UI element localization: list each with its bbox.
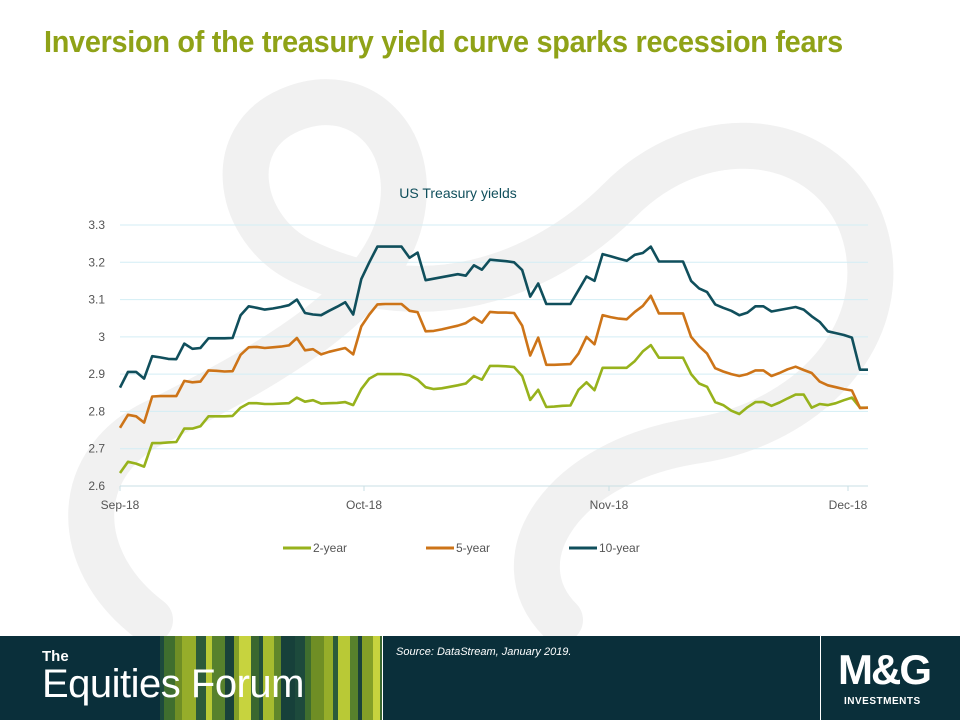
x-tick-label: Nov-18 — [590, 498, 629, 512]
series-lines — [118, 245, 869, 474]
stripe — [311, 636, 324, 720]
x-axis-tick-labels: Sep-18 Oct-18 Nov-18 Dec-18 — [101, 498, 868, 512]
background-watermark — [68, 79, 894, 636]
series-line-5-year — [118, 294, 869, 429]
mg-logo-subtitle: INVESTMENTS — [844, 696, 921, 707]
stripe — [182, 636, 196, 720]
stripe — [175, 636, 182, 720]
legend: 2-year 5-year 10-year — [283, 541, 640, 555]
line-chart: US Treasury yields 2.6 2.7 2.8 2.9 3 3.1 3.2 3.… — [88, 185, 869, 555]
series-line-10-year — [118, 245, 868, 389]
stripe — [160, 636, 164, 720]
legend-label: 2-year — [313, 541, 347, 555]
stripe — [206, 636, 212, 720]
chart-title: US Treasury yields — [399, 185, 516, 201]
stripe — [239, 636, 251, 720]
y-tick-label: 2.8 — [88, 404, 105, 418]
y-tick-label: 3 — [98, 330, 105, 344]
y-tick-label: 2.7 — [88, 442, 105, 456]
footer-divider-right — [820, 636, 821, 720]
y-tick-label: 2.6 — [88, 479, 105, 493]
stripe — [251, 636, 259, 720]
stripe — [196, 636, 206, 720]
legend-item-2-year: 2-year — [283, 541, 347, 555]
stripe — [324, 636, 333, 720]
stripe — [380, 636, 382, 720]
stripe — [259, 636, 263, 720]
x-axis — [119, 485, 868, 491]
stripe — [263, 636, 274, 720]
series-line-2-year — [118, 343, 868, 474]
stripe — [234, 636, 239, 720]
legend-label: 10-year — [599, 541, 640, 555]
stripe — [333, 636, 338, 720]
stripe — [164, 636, 175, 720]
y-tick-label: 3.2 — [88, 255, 105, 269]
legend-item-5-year: 5-year — [426, 541, 490, 555]
footer-bar: The Equities Forum Source: DataStream, J… — [0, 636, 960, 720]
footer-stripe-graphic — [160, 636, 382, 720]
stripe — [295, 636, 305, 720]
y-axis-tick-labels: 2.6 2.7 2.8 2.9 3 3.1 3.2 3.3 — [88, 218, 105, 493]
stripe — [373, 636, 380, 720]
y-tick-label: 2.9 — [88, 367, 105, 381]
footer-divider-left — [382, 636, 383, 720]
x-tick-label: Sep-18 — [101, 498, 140, 512]
x-tick-label: Dec-18 — [829, 498, 868, 512]
stripe — [350, 636, 358, 720]
source-note: Source: DataStream, January 2019. — [396, 646, 572, 658]
stripe — [358, 636, 362, 720]
stripe — [281, 636, 295, 720]
stripe — [362, 636, 373, 720]
stripe — [305, 636, 311, 720]
mg-logo: M&G INVESTMENTS — [838, 646, 946, 712]
x-tick-label: Oct-18 — [346, 498, 382, 512]
gridlines — [120, 224, 868, 450]
y-tick-label: 3.1 — [88, 293, 105, 307]
brand-small-text: The — [42, 648, 69, 665]
slide-title: Inversion of the treasury yield curve sp… — [44, 24, 843, 59]
mg-logo-mark: M&G — [838, 646, 932, 693]
stripe — [212, 636, 225, 720]
stripe — [274, 636, 281, 720]
brand-name: Equities Forum — [42, 662, 304, 706]
stripe — [338, 636, 350, 720]
stripe — [225, 636, 234, 720]
legend-item-10-year: 10-year — [569, 541, 640, 555]
legend-label: 5-year — [456, 541, 490, 555]
y-tick-label: 3.3 — [88, 218, 105, 232]
